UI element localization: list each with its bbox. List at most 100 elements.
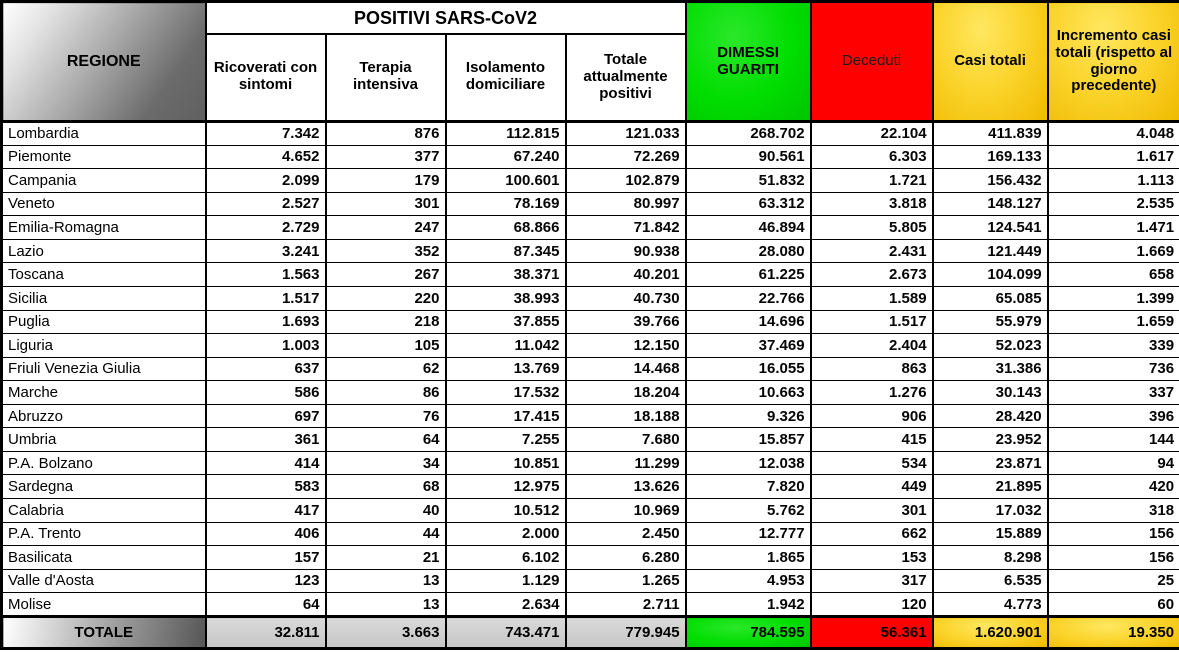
- total-value-cell: 743.471: [444, 615, 567, 650]
- value-cell: 583: [204, 474, 327, 499]
- value-cell: 124.541: [931, 215, 1049, 240]
- value-cell: 40.201: [564, 262, 687, 287]
- value-cell: 301: [809, 498, 934, 523]
- value-cell: 60: [1046, 592, 1179, 617]
- value-cell: 64: [324, 427, 447, 452]
- value-cell: 1.471: [1046, 215, 1179, 240]
- value-cell: 6.303: [809, 144, 934, 170]
- value-cell: 6.535: [931, 568, 1049, 594]
- value-cell: 13: [324, 568, 447, 594]
- total-value-cell: 19.350: [1046, 615, 1179, 650]
- value-cell: 12.150: [564, 333, 687, 358]
- value-cell: 247: [324, 215, 447, 240]
- value-cell: 220: [324, 285, 447, 311]
- value-cell: 268.702: [684, 121, 812, 146]
- value-cell: 586: [204, 380, 327, 405]
- value-cell: 157: [204, 545, 327, 570]
- value-cell: 18.188: [564, 403, 687, 429]
- incremento-header: Incremento casi totali (rispetto al gior…: [1046, 0, 1179, 123]
- value-cell: 876: [324, 121, 447, 146]
- value-cell: 2.535: [1046, 191, 1179, 217]
- value-cell: 14.696: [684, 309, 812, 335]
- value-cell: 64: [204, 592, 327, 617]
- value-cell: 102.879: [564, 168, 687, 193]
- region-name-cell: Friuli Venezia Giulia: [0, 356, 207, 382]
- region-name-cell: Calabria: [0, 498, 207, 523]
- value-cell: 2.527: [204, 191, 327, 217]
- region-name-cell: Abruzzo: [0, 403, 207, 429]
- value-cell: 2.431: [809, 238, 934, 264]
- value-cell: 121.449: [931, 238, 1049, 264]
- region-column-header: REGIONE: [0, 0, 207, 123]
- region-name-cell: Emilia-Romagna: [0, 215, 207, 240]
- value-cell: 80.997: [564, 191, 687, 217]
- value-cell: 1.113: [1046, 168, 1179, 193]
- table-row: Sardegna 583 68 12.975 13.626 7.820 449 21.895 4…: [0, 474, 1179, 499]
- value-cell: 13: [324, 592, 447, 617]
- value-cell: 5.762: [684, 498, 812, 523]
- value-cell: 121.033: [564, 121, 687, 146]
- value-cell: 12.975: [444, 474, 567, 499]
- value-cell: 144: [1046, 427, 1179, 452]
- region-name-cell: Liguria: [0, 333, 207, 358]
- value-cell: 13.626: [564, 474, 687, 499]
- value-cell: 301: [324, 191, 447, 217]
- totale-positivi-header: Totale attualmente positivi: [564, 32, 687, 123]
- value-cell: 22.104: [809, 121, 934, 146]
- value-cell: 414: [204, 450, 327, 476]
- value-cell: 7.255: [444, 427, 567, 452]
- total-value-cell: 56.361: [809, 615, 934, 650]
- table-row: Liguria 1.003 105 11.042 12.150 37.469 2.404 52…: [0, 333, 1179, 358]
- total-value-cell: 784.595: [684, 615, 812, 650]
- region-name-cell: Basilicata: [0, 545, 207, 570]
- value-cell: 337: [1046, 380, 1179, 405]
- value-cell: 1.617: [1046, 144, 1179, 170]
- value-cell: 1.721: [809, 168, 934, 193]
- table-row: Marche 586 86 17.532 18.204 10.663 1.276 30.143…: [0, 380, 1179, 405]
- region-name-cell: Molise: [0, 592, 207, 617]
- value-cell: 105: [324, 333, 447, 358]
- value-cell: 1.865: [684, 545, 812, 570]
- value-cell: 62: [324, 356, 447, 382]
- table-row: Veneto 2.527 301 78.169 80.997 63.312 3.818 148…: [0, 191, 1179, 217]
- value-cell: 8.298: [931, 545, 1049, 570]
- table-header: REGIONE POSITIVI SARS-CoV2 DIMESSI GUARI…: [0, 0, 1179, 123]
- value-cell: 23.871: [931, 450, 1049, 476]
- value-cell: 86: [324, 380, 447, 405]
- value-cell: 906: [809, 403, 934, 429]
- value-cell: 78.169: [444, 191, 567, 217]
- region-name-cell: Sicilia: [0, 285, 207, 311]
- value-cell: 21: [324, 545, 447, 570]
- table-row: Puglia 1.693 218 37.855 39.766 14.696 1.517 55.…: [0, 309, 1179, 335]
- region-name-cell: Sardegna: [0, 474, 207, 499]
- value-cell: 16.055: [684, 356, 812, 382]
- value-cell: 1.276: [809, 380, 934, 405]
- value-cell: 267: [324, 262, 447, 287]
- value-cell: 4.652: [204, 144, 327, 170]
- value-cell: 2.000: [444, 521, 567, 547]
- value-cell: 2.099: [204, 168, 327, 193]
- value-cell: 37.855: [444, 309, 567, 335]
- value-cell: 658: [1046, 262, 1179, 287]
- value-cell: 339: [1046, 333, 1179, 358]
- table-row: Campania 2.099 179 100.601 102.879 51.832 1.72…: [0, 168, 1179, 193]
- value-cell: 123: [204, 568, 327, 594]
- value-cell: 11.042: [444, 333, 567, 358]
- positivi-group-header: POSITIVI SARS-CoV2: [204, 0, 687, 35]
- value-cell: 7.342: [204, 121, 327, 146]
- value-cell: 71.842: [564, 215, 687, 240]
- value-cell: 1.265: [564, 568, 687, 594]
- value-cell: 534: [809, 450, 934, 476]
- value-cell: 100.601: [444, 168, 567, 193]
- value-cell: 637: [204, 356, 327, 382]
- value-cell: 153: [809, 545, 934, 570]
- total-value-cell: 1.620.901: [931, 615, 1049, 650]
- value-cell: 10.851: [444, 450, 567, 476]
- value-cell: 63.312: [684, 191, 812, 217]
- value-cell: 40: [324, 498, 447, 523]
- value-cell: 38.371: [444, 262, 567, 287]
- value-cell: 1.517: [204, 285, 327, 311]
- table-row: Lazio 3.241 352 87.345 90.938 28.080 2.431 121.…: [0, 238, 1179, 264]
- deceduti-header: Deceduti: [809, 0, 934, 123]
- value-cell: 3.818: [809, 191, 934, 217]
